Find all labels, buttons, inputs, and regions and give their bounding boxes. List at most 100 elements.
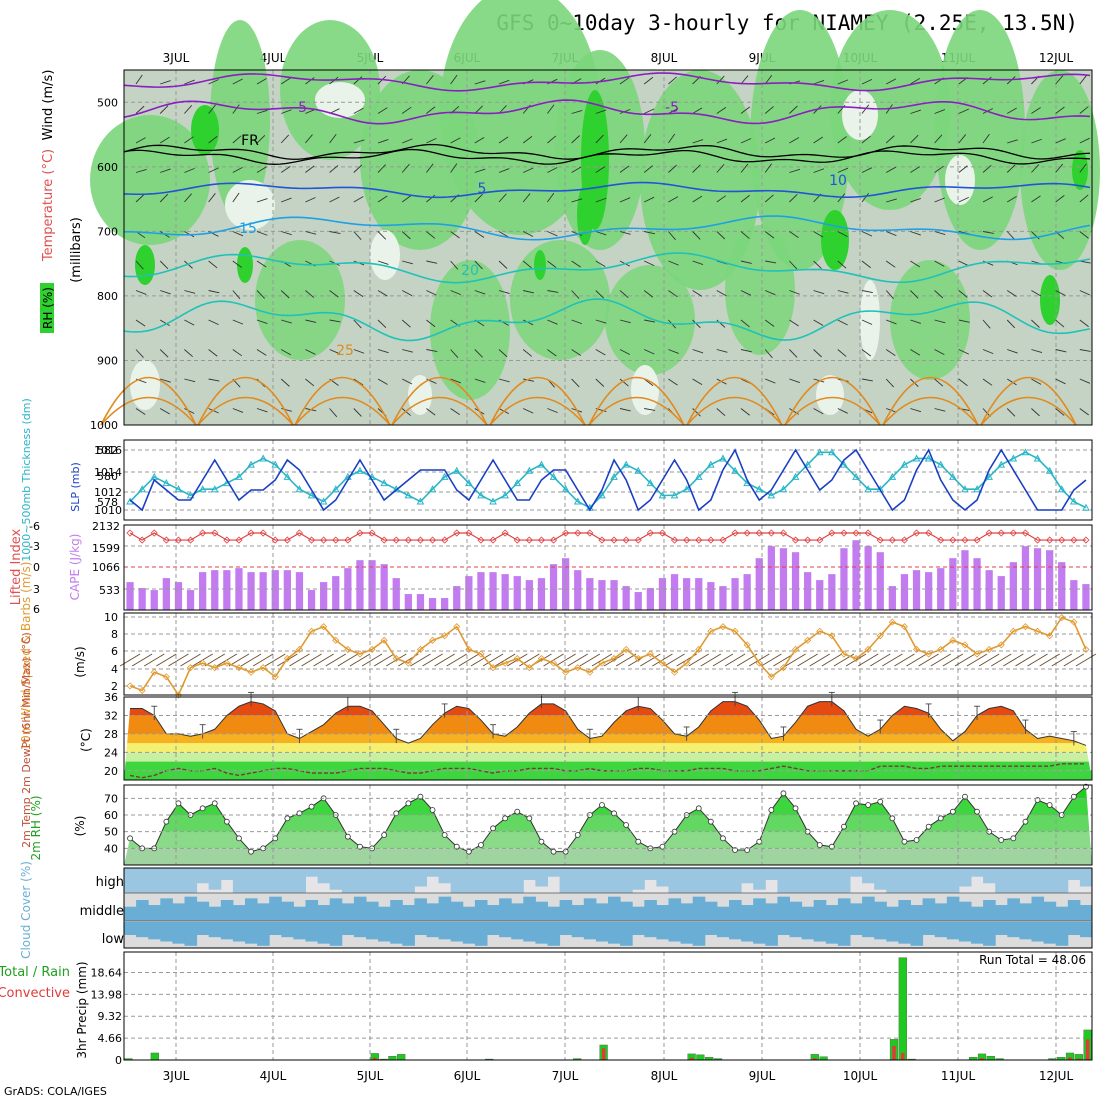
wind-barb [547,349,557,357]
cape-bar [428,598,437,610]
surface-wind-barb [942,653,964,667]
thickness-point [295,485,304,493]
rh-point [937,815,944,822]
surface-wind-barb [797,653,818,667]
wind-barb [764,74,773,85]
temperature-label: Temperature (°C) [41,149,56,262]
wind-barb [329,319,341,323]
wind-barb [885,378,895,388]
cloud-middle-cell [825,905,839,921]
wind-speed-point [247,668,255,676]
surface-wind-barb [228,653,250,667]
cloud-low-cell [547,922,561,946]
lifted-index-point [743,529,751,537]
cloud-middle-cell [438,896,452,921]
precip-total-bar [898,957,907,1061]
temp-line [130,701,1087,746]
isotherm-30 [980,396,1077,426]
wind-barb [498,260,508,269]
thickness-point [501,491,509,499]
wind-tick: 4 [111,663,118,676]
cape-bar [465,576,473,610]
wind-barb [522,349,533,357]
rh-point [272,835,279,842]
thickness-point [1009,454,1018,462]
surface-wind-barb [712,653,734,667]
wind-speed-point [719,623,727,631]
surface-wind-barb [289,653,310,667]
wind-barb [474,80,486,85]
wind-barb [377,349,389,354]
cloud-high-cell [583,868,597,893]
wind-barb [571,349,582,356]
thickness-point [561,485,570,493]
wind-speed-label: 10m Wind Speed & Barbs (m/s) [19,562,33,751]
slp-label: SLP (mb) [69,462,82,512]
dewpoint-line [129,763,1086,779]
cloud-low-cell [608,922,621,944]
wind-barb [547,104,555,114]
wind-barb [256,78,267,85]
wind-panel: 10 8 6 4 2 (m/s) [73,611,1097,699]
wind-barb [813,408,824,415]
cloud-middle-cell [426,903,440,921]
wind-barb [208,135,218,144]
temp-dewpt-label: 2m Temp 2m DewPt (6hr Min/Max) (°C) [20,632,33,848]
wind-barb [837,167,849,173]
surface-wind-barb [761,653,782,667]
rh-point [199,805,206,812]
panel-frame [123,612,1093,696]
cloud-high-cell [378,868,391,893]
rh-point [441,832,448,838]
isotherm-label: FR [241,133,259,149]
cloud-high-cell [874,868,887,890]
cloud-low-cell [208,922,222,938]
cape-bar [1033,548,1042,610]
wind-barb [184,136,194,144]
wind-barb [450,260,459,270]
cloud-low-cell [971,922,984,944]
wind-barb [571,135,580,144]
wind-barb [692,107,703,114]
cloud-low-cell [1043,922,1057,944]
wind-barb [813,319,824,326]
cloud-low-cell [269,922,282,935]
rh-saturated-region [135,245,155,285]
rh-point [526,815,533,822]
wind-barb [885,290,894,299]
slp-tick: 1014 [94,466,122,479]
cloud-low-cell [1007,922,1020,938]
cape-bar [368,560,376,610]
lifted-index-point [465,529,473,537]
run-total: Run Total = 48.06 [979,953,1086,967]
lifted-index-point [428,536,437,544]
wind-barb [498,378,510,383]
wind-barb [1055,290,1066,296]
lifted-index-point [380,536,388,544]
wind-barb [523,290,535,294]
rh-point [599,802,605,808]
rh-point [901,838,908,845]
surface-wind-barb [688,653,709,667]
precip-convective-bar [1077,1058,1081,1060]
cloud-high-cell [547,868,561,877]
wind-barb [281,319,292,324]
temp-tick: 28 [104,728,118,741]
isotherm-25 [686,376,783,426]
lifted-index-point [695,536,703,544]
wind-speed-point [126,682,134,690]
wind-speed-point [634,654,642,663]
wind-speed-point [416,645,425,654]
wind-barb [281,408,292,412]
wind-barb [159,105,169,114]
wind-barb [135,290,147,295]
wind-barb [1006,408,1016,417]
cloud-low-cell [281,922,294,938]
wind-speed-point [961,641,969,649]
wind-barb [184,193,192,203]
wind-barb [595,378,605,387]
surface-wind-barb [954,653,976,667]
cloud-high-cell [523,868,536,880]
wind-barb [934,349,945,356]
wind-speed-point [138,686,146,695]
